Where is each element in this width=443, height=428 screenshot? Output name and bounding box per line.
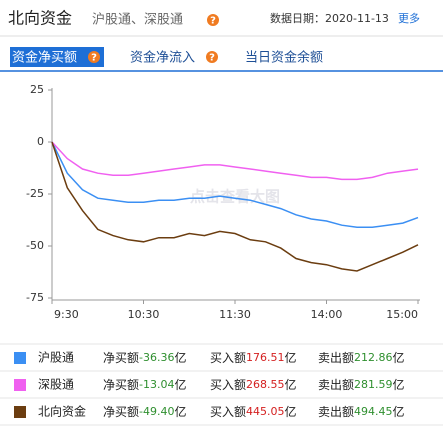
label: 卖出额 — [318, 405, 354, 419]
value: 494.45 — [354, 405, 393, 418]
legend-swatch — [14, 406, 26, 418]
more-link[interactable]: 更多 — [398, 11, 420, 25]
series-line — [51, 141, 419, 272]
value: 281.59 — [354, 378, 393, 391]
unit: 亿 — [393, 404, 405, 419]
x-tick-label: 9:30 — [54, 308, 79, 321]
legend-cell: 净买额-49.40亿 — [103, 404, 187, 419]
date-label: 数据日期：2020-11-13 — [270, 11, 389, 25]
legend-name: 深股通 — [38, 378, 74, 392]
value: 212.86 — [354, 351, 393, 364]
value: 176.51 — [246, 351, 285, 364]
legend-cell: 买入额268.55亿 — [210, 377, 297, 392]
title: 北向资金 — [8, 9, 72, 28]
tab[interactable]: 当日资金余额 — [245, 50, 323, 66]
unit: 亿 — [174, 404, 186, 419]
unit: 亿 — [285, 377, 297, 392]
x-tick-label: 14:00 — [311, 308, 343, 321]
tab-help-bg[interactable] — [206, 51, 218, 63]
x-tick-label: 11:30 — [219, 308, 251, 321]
legend-cell: 买入额176.51亿 — [210, 350, 297, 365]
unit: 亿 — [285, 350, 297, 365]
value: -49.40 — [139, 405, 174, 418]
value: -36.36 — [139, 351, 174, 364]
x-tick-label: 10:30 — [128, 308, 160, 321]
tab-help[interactable]: ? — [209, 53, 215, 64]
legend-cell: 卖出额281.59亿 — [318, 377, 405, 392]
label: 买入额 — [210, 351, 246, 365]
legend-cell: 净买额-36.36亿 — [103, 350, 187, 365]
legend-name: 沪股通 — [38, 351, 74, 365]
unit: 亿 — [393, 377, 405, 392]
legend-cell: 卖出额212.86亿 — [318, 350, 405, 365]
legend-name: 北向资金 — [38, 404, 86, 419]
label: 买入额 — [210, 405, 246, 419]
tab-active-bg — [10, 47, 104, 67]
unit: 亿 — [174, 377, 186, 392]
tab[interactable]: 资金净买额 — [12, 50, 77, 66]
tab-help[interactable]: ? — [91, 53, 97, 64]
label: 卖出额 — [318, 351, 354, 365]
label: 净买额 — [103, 405, 139, 419]
series-line — [51, 141, 419, 229]
label: 净买额 — [103, 351, 139, 365]
legend-cell: 净买额-13.04亿 — [103, 377, 187, 392]
unit: 亿 — [174, 350, 186, 365]
y-tick-label: 0 — [37, 135, 44, 148]
watermark: 点击查看大图 — [190, 188, 280, 206]
unit: 亿 — [285, 404, 297, 419]
help-icon[interactable]: ? — [210, 16, 216, 27]
y-tick-label: -50 — [26, 239, 44, 252]
x-tick-label: 15:00 — [386, 308, 418, 321]
value: -13.04 — [139, 378, 174, 391]
legend-swatch — [14, 352, 26, 364]
y-tick-label: 25 — [30, 83, 44, 96]
tab-help-bg[interactable] — [88, 51, 100, 63]
legend-cell: 买入额445.05亿 — [210, 404, 297, 419]
tab[interactable]: 资金净流入 — [130, 50, 195, 66]
unit: 亿 — [393, 350, 405, 365]
value: 268.55 — [246, 378, 285, 391]
y-tick-label: -25 — [26, 187, 44, 200]
label: 净买额 — [103, 378, 139, 392]
label: 卖出额 — [318, 378, 354, 392]
label: 买入额 — [210, 378, 246, 392]
series-line — [51, 141, 419, 181]
y-tick-label: -75 — [26, 291, 44, 304]
help-icon-bg[interactable] — [207, 14, 219, 26]
legend-swatch — [14, 379, 26, 391]
legend-cell: 卖出额494.45亿 — [318, 404, 405, 419]
subtitle: 沪股通、深股通 — [92, 12, 183, 28]
value: 445.05 — [246, 405, 285, 418]
